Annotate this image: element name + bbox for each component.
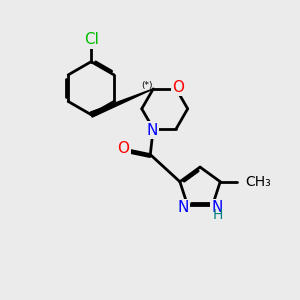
Text: (*): (*) [141,81,152,90]
Text: N: N [146,123,158,138]
Polygon shape [90,89,153,117]
Text: O: O [117,142,129,157]
Text: N: N [211,200,223,215]
Text: H: H [213,208,223,222]
Text: Cl: Cl [84,32,98,47]
Text: CH₃: CH₃ [245,175,271,189]
Text: O: O [172,80,184,95]
Text: N: N [178,200,189,215]
